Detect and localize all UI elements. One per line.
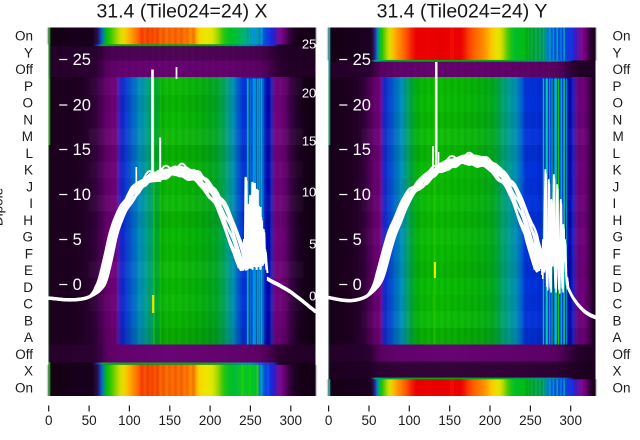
- svg-text:150: 150: [438, 413, 461, 428]
- svg-text:200: 200: [199, 413, 222, 428]
- svg-text:C: C: [613, 297, 623, 312]
- svg-text:− 5: − 5: [58, 231, 81, 249]
- svg-text:P: P: [24, 79, 33, 94]
- svg-text:31.4 (Tile024=24) X: 31.4 (Tile024=24) X: [96, 1, 267, 23]
- svg-text:E: E: [613, 263, 622, 278]
- svg-text:− 20: − 20: [338, 96, 371, 114]
- svg-text:− 0: − 0: [338, 276, 361, 294]
- svg-text:0: 0: [325, 413, 333, 428]
- svg-text:Y: Y: [613, 45, 622, 60]
- svg-text:E: E: [24, 263, 33, 278]
- svg-text:On: On: [613, 380, 631, 395]
- svg-text:On: On: [15, 380, 33, 395]
- svg-text:− 10: − 10: [58, 186, 91, 204]
- svg-text:150: 150: [159, 413, 182, 428]
- svg-text:P: P: [613, 79, 622, 94]
- svg-text:I: I: [613, 196, 617, 211]
- svg-text:L: L: [613, 146, 621, 161]
- svg-text:5: 5: [309, 237, 316, 252]
- svg-text:Dipole: Dipole: [0, 188, 6, 226]
- svg-text:B: B: [24, 313, 33, 328]
- svg-text:On: On: [613, 29, 631, 44]
- svg-text:N: N: [613, 112, 623, 127]
- svg-text:31.4 (Tile024=24) Y: 31.4 (Tile024=24) Y: [377, 1, 548, 23]
- svg-text:Off: Off: [15, 62, 33, 77]
- svg-text:15: 15: [302, 134, 316, 149]
- svg-text:10: 10: [302, 185, 316, 200]
- svg-text:F: F: [613, 246, 621, 261]
- svg-text:M: M: [22, 129, 33, 144]
- svg-text:X: X: [613, 364, 622, 379]
- svg-text:100: 100: [118, 413, 141, 428]
- svg-text:A: A: [613, 330, 622, 345]
- svg-text:O: O: [22, 96, 33, 111]
- svg-text:Off: Off: [613, 62, 631, 77]
- svg-text:50: 50: [361, 413, 376, 428]
- svg-text:On: On: [15, 29, 33, 44]
- svg-text:Off: Off: [613, 347, 631, 362]
- svg-text:J: J: [613, 179, 620, 194]
- svg-text:G: G: [613, 230, 624, 245]
- svg-text:X: X: [24, 364, 33, 379]
- svg-text:N: N: [23, 112, 33, 127]
- svg-text:− 5: − 5: [338, 231, 361, 249]
- svg-text:Y: Y: [24, 45, 33, 60]
- svg-text:− 25: − 25: [338, 51, 371, 69]
- svg-text:I: I: [29, 196, 33, 211]
- svg-text:B: B: [613, 313, 622, 328]
- svg-text:300: 300: [559, 413, 582, 428]
- svg-text:50: 50: [82, 413, 97, 428]
- svg-text:O: O: [613, 96, 624, 111]
- svg-text:0: 0: [45, 413, 53, 428]
- svg-text:D: D: [613, 280, 623, 295]
- svg-text:− 25: − 25: [58, 51, 91, 69]
- svg-text:− 10: − 10: [338, 186, 371, 204]
- svg-text:250: 250: [239, 413, 262, 428]
- svg-text:M: M: [613, 129, 624, 144]
- svg-text:25: 25: [302, 37, 316, 52]
- svg-text:J: J: [26, 179, 33, 194]
- svg-text:L: L: [25, 146, 33, 161]
- svg-text:K: K: [24, 163, 33, 178]
- svg-text:− 15: − 15: [58, 141, 91, 159]
- svg-text:0: 0: [309, 289, 316, 304]
- svg-text:H: H: [23, 213, 33, 228]
- svg-text:100: 100: [398, 413, 421, 428]
- svg-text:Off: Off: [15, 347, 33, 362]
- svg-text:250: 250: [519, 413, 542, 428]
- svg-text:F: F: [25, 246, 33, 261]
- svg-text:D: D: [23, 280, 33, 295]
- svg-text:200: 200: [479, 413, 502, 428]
- svg-text:H: H: [613, 213, 623, 228]
- svg-text:G: G: [22, 230, 33, 245]
- svg-text:− 0: − 0: [58, 276, 81, 294]
- svg-text:20: 20: [302, 86, 316, 101]
- svg-text:K: K: [613, 163, 622, 178]
- svg-text:300: 300: [280, 413, 303, 428]
- svg-text:− 20: − 20: [58, 96, 91, 114]
- svg-text:A: A: [24, 330, 33, 345]
- svg-text:− 15: − 15: [338, 141, 371, 159]
- svg-text:C: C: [23, 297, 33, 312]
